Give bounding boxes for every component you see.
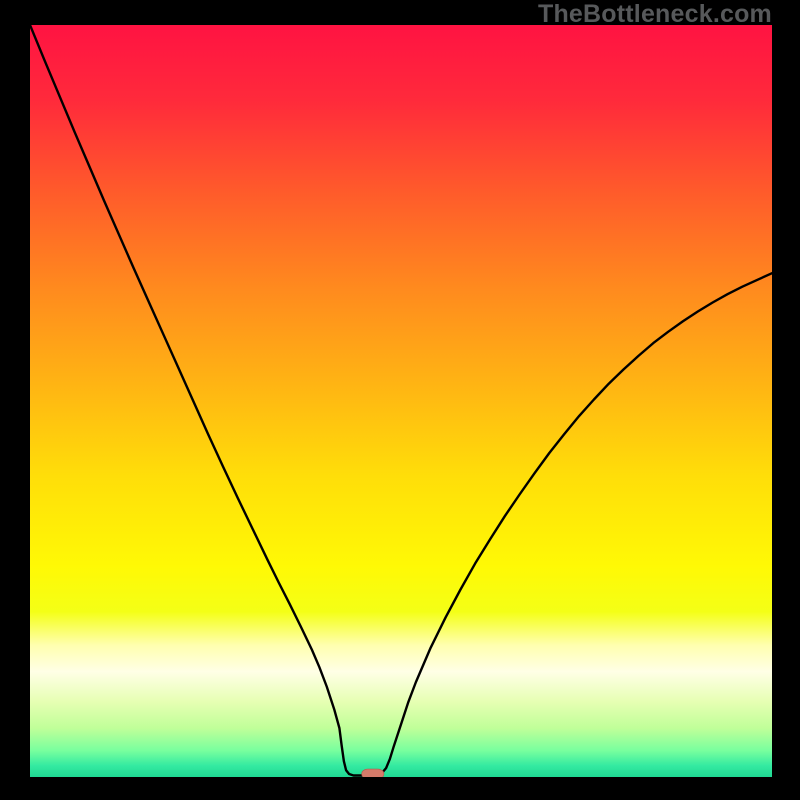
optimal-marker bbox=[362, 769, 384, 777]
plot-svg bbox=[30, 25, 772, 777]
plot-background bbox=[30, 25, 772, 777]
bottleneck-chart bbox=[30, 25, 772, 777]
chart-container: TheBottleneck.com bbox=[0, 0, 800, 800]
watermark-text: TheBottleneck.com bbox=[538, 0, 772, 29]
